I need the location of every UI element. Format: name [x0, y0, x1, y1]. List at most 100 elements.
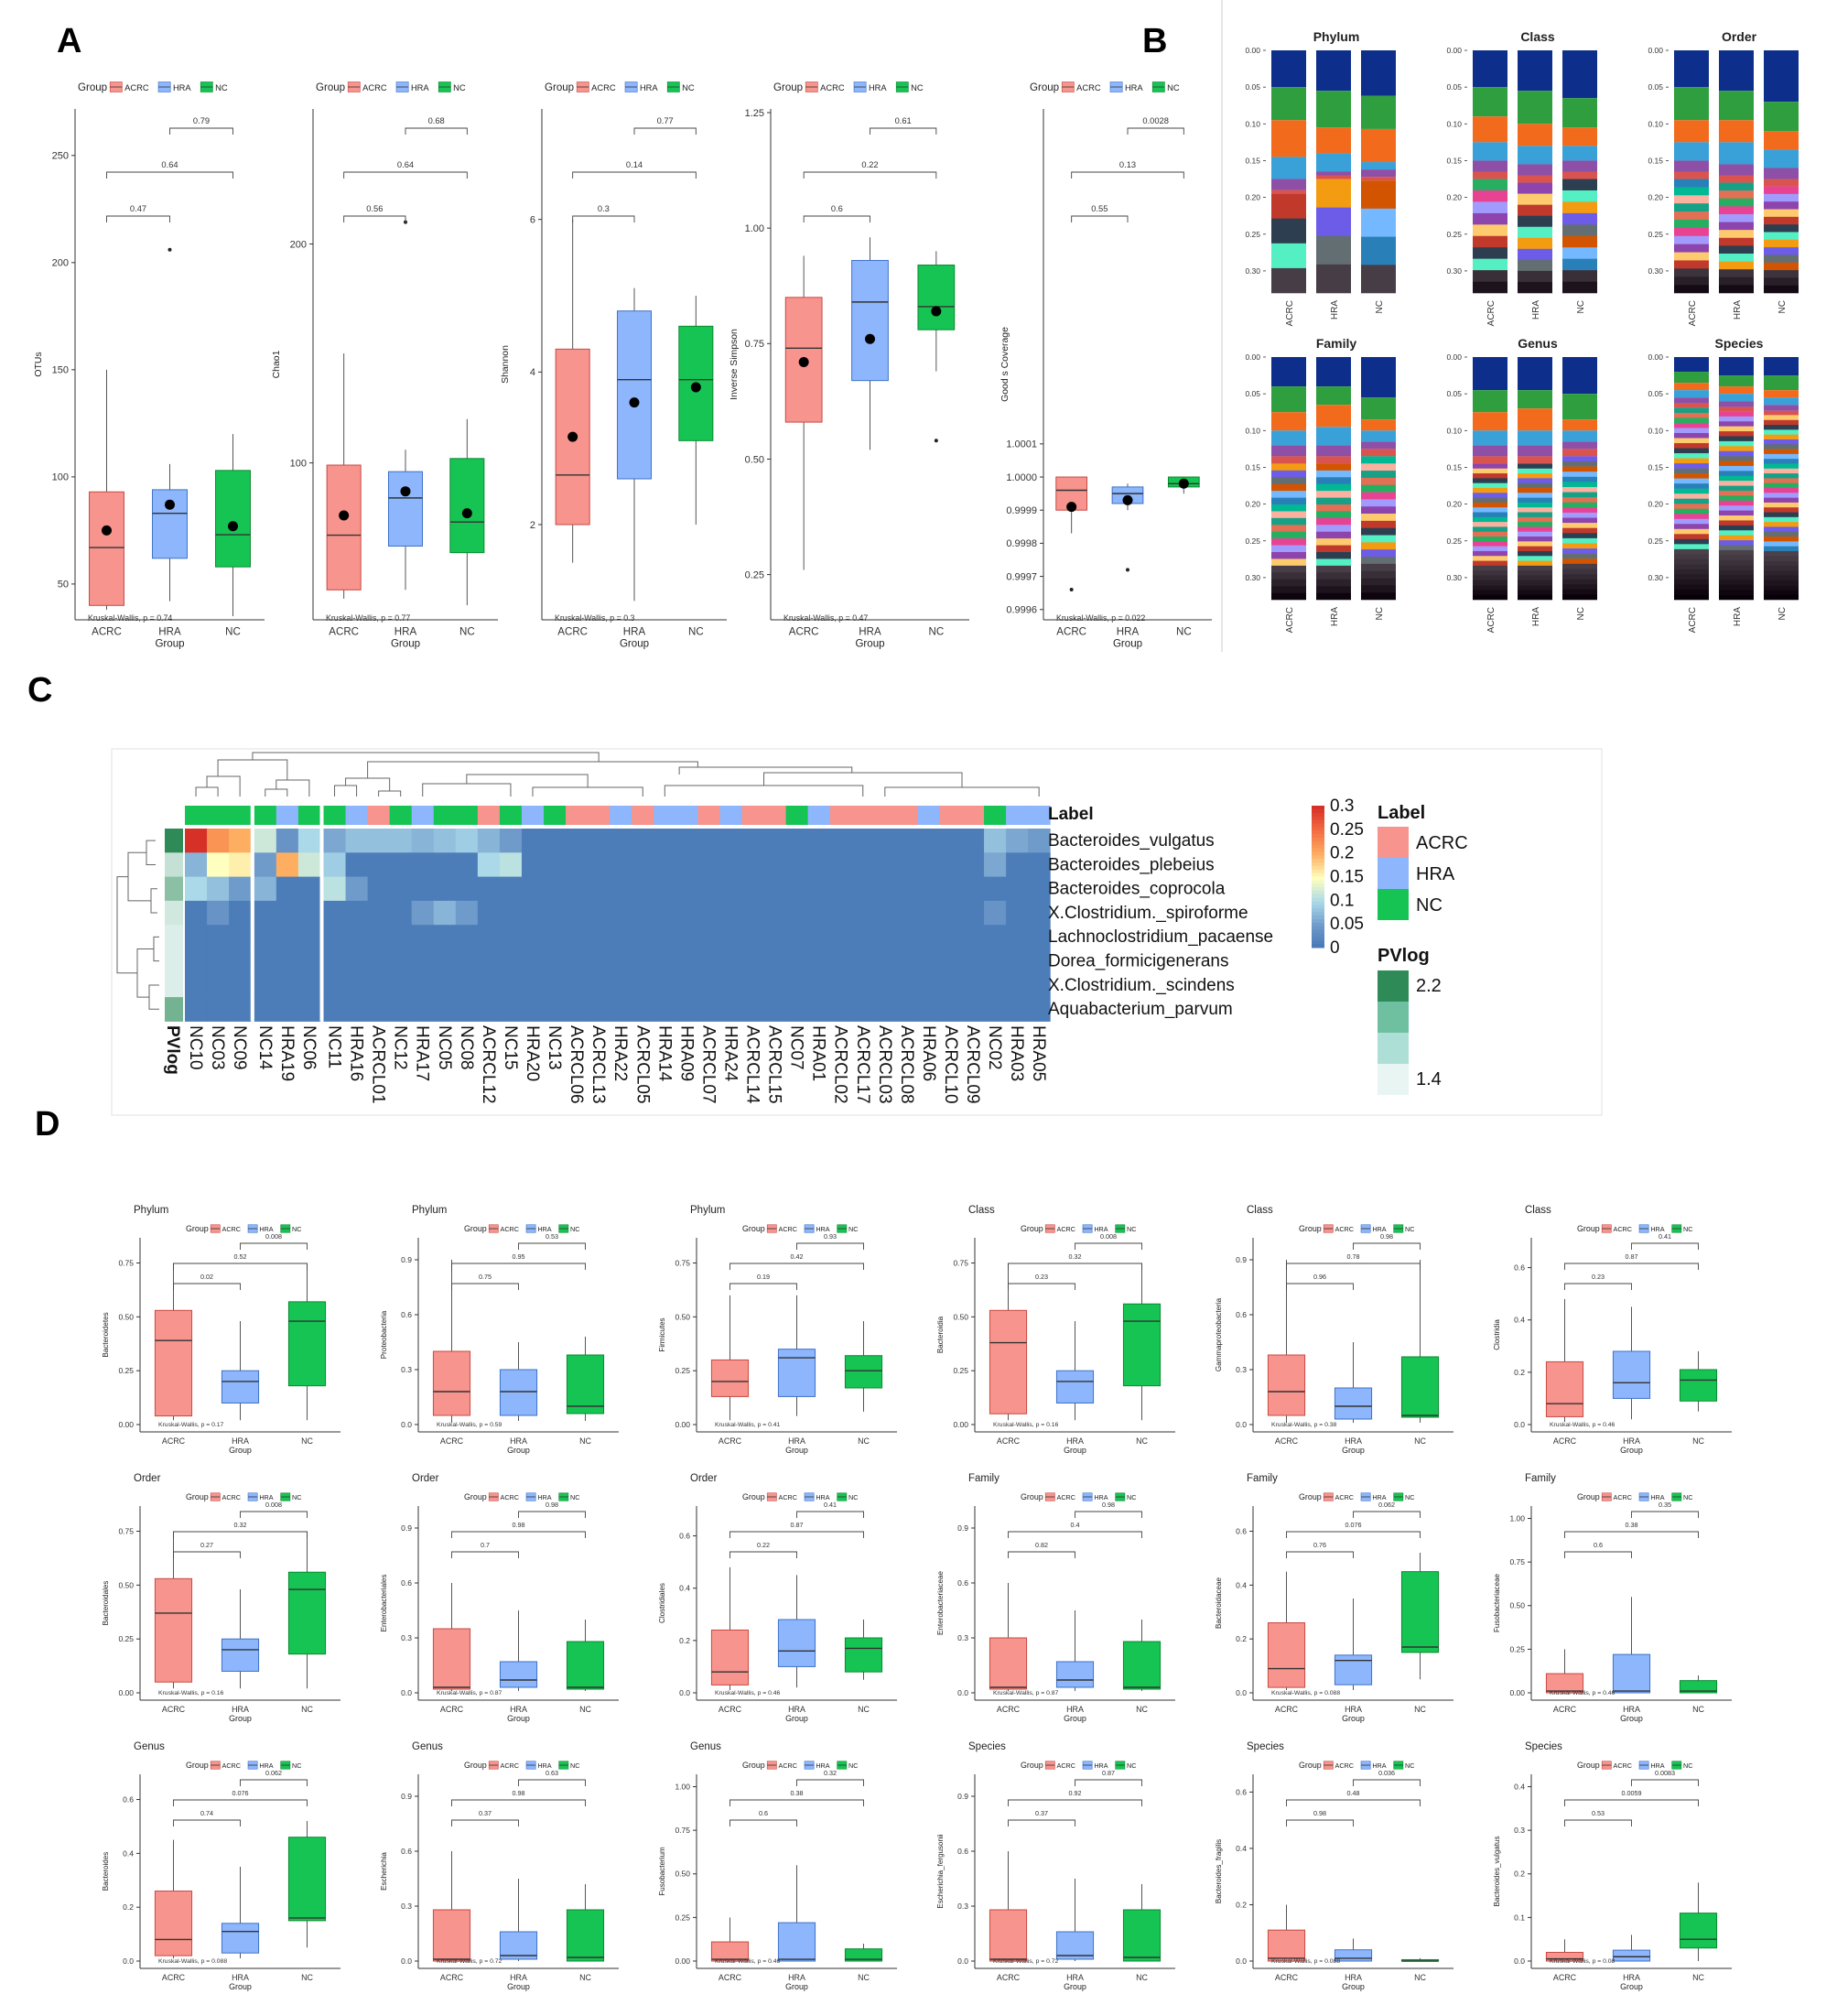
significance-bracket: 0.076	[173, 1789, 308, 1806]
x-tick-label: HRA	[1531, 300, 1541, 320]
x-axis-label: Group	[1064, 1446, 1086, 1455]
colorbar-step	[1312, 876, 1324, 881]
bracket-line	[169, 127, 233, 135]
significance-bracket: 0.64	[343, 160, 468, 179]
y-tick-label: 0.30	[1446, 266, 1462, 276]
y-tick-label: 0.30	[1245, 573, 1260, 582]
box-body	[844, 1637, 883, 1673]
y-tick-label: 0.3	[1236, 1365, 1247, 1374]
bar-segment	[1719, 142, 1754, 165]
bar-segment	[1518, 556, 1552, 561]
significance-bracket: 0.98	[1286, 1809, 1354, 1826]
bracket-line	[1631, 1511, 1699, 1518]
bar-segment	[1518, 445, 1552, 457]
x-tick-label: NC	[1136, 1705, 1148, 1714]
colorbar-step	[1312, 901, 1324, 905]
heatmap-cell	[984, 925, 1007, 949]
bar-segment	[1361, 180, 1396, 210]
kruskal-wallis-label: Kruskal-Wallis, p = 0.08	[1550, 1958, 1615, 1965]
heatmap-cell	[207, 997, 230, 1022]
significance-bracket: 0.93	[796, 1232, 864, 1250]
heatmap-cell	[229, 997, 252, 1022]
heatmap-column-label: HRA24	[720, 1025, 740, 1082]
heatmap-cell	[207, 900, 230, 926]
significance-bracket: 0.68	[405, 116, 468, 135]
bar-segment	[1719, 285, 1754, 294]
heatmap-cell	[961, 948, 985, 974]
legend-label-nc: NC	[292, 1225, 301, 1233]
y-tick-label: 0.2	[1236, 1900, 1247, 1909]
bar-segment	[1764, 262, 1799, 271]
bar-segment	[1674, 276, 1709, 286]
heatmap-column-label: ACRCL07	[698, 1025, 718, 1104]
heatmap-cell	[411, 997, 435, 1022]
bar-segment	[1719, 416, 1754, 422]
heatmap-cell	[297, 948, 321, 974]
legend-title: Group	[1299, 1761, 1322, 1770]
y-tick-label: 0.75	[745, 339, 764, 350]
heatmap-cell	[763, 948, 787, 974]
bar-segment	[1674, 538, 1709, 545]
box-nc	[678, 296, 714, 525]
significance-bracket: 0.32	[1008, 1252, 1142, 1270]
bar-segment	[1473, 247, 1507, 259]
kruskal-wallis-label: Kruskal-Wallis, p = 0.46	[1550, 1690, 1615, 1696]
kruskal-wallis-label: Kruskal-Wallis, p = 0.16	[158, 1690, 224, 1696]
bar-segment	[1674, 443, 1709, 449]
legend-label-nc: NC	[682, 83, 695, 92]
box-body	[616, 310, 653, 480]
box-acrc	[710, 1295, 750, 1421]
bar-segment	[1271, 430, 1306, 446]
significance-bracket: 0.63	[518, 1769, 586, 1786]
heatmap-cell	[917, 900, 941, 926]
bar-segment	[1674, 171, 1709, 179]
heatmap-cell	[873, 997, 897, 1022]
heatmap-cell	[499, 829, 523, 853]
box-hra	[777, 1295, 816, 1416]
bar-segment	[1271, 531, 1306, 539]
heatmap-cell	[610, 972, 632, 998]
bar-segment	[1674, 160, 1709, 172]
heatmap-cell	[675, 876, 698, 902]
y-tick-label: 0.05	[1648, 82, 1663, 92]
bracket-line	[729, 1283, 797, 1290]
bar-segment	[1674, 268, 1709, 277]
dendrogram-branch	[763, 772, 963, 787]
x-tick-label: NC	[858, 1973, 870, 1982]
bracket-line	[729, 1551, 797, 1558]
bracket-line	[1071, 215, 1129, 222]
colorbar-step	[1312, 929, 1324, 934]
heatmap-cell	[961, 900, 985, 926]
box-acrc	[555, 219, 590, 563]
panel-label-b: B	[1142, 22, 1167, 60]
heatmap-cell	[984, 997, 1007, 1022]
bar-segment	[1361, 419, 1396, 431]
x-axis-label: Group	[507, 1982, 530, 1991]
colorbar-legend: 0.30.250.20.150.10.050	[1312, 797, 1364, 958]
bracket-p-value: 0.68	[428, 116, 445, 125]
stacked-bar-nc	[1361, 50, 1396, 294]
legend-title: Group	[1299, 1224, 1322, 1233]
legend-label-hra: HRA	[1094, 1493, 1108, 1501]
group-legend: Group ACRC HRA NC	[316, 81, 466, 93]
legend-title: Group	[742, 1224, 765, 1233]
x-tick-label: ACRC	[1285, 300, 1295, 326]
group-legend: Group ACRC HRA NC	[1030, 81, 1180, 93]
heatmap-cell	[588, 876, 611, 902]
bracket-line	[870, 127, 937, 135]
bar-segment	[1674, 579, 1709, 585]
x-tick-label: NC	[1576, 300, 1586, 313]
bar-segment	[1316, 427, 1351, 446]
stacked-bar-nc	[1361, 357, 1396, 601]
y-tick-label: 0.00	[1648, 46, 1663, 55]
heatmap-cell	[1006, 972, 1029, 998]
bar-segment	[1562, 507, 1597, 514]
significance-bracket: 0.98	[451, 1789, 586, 1806]
heatmap-column-label: HRA05	[1029, 1025, 1048, 1081]
bracket-p-value: 0.48	[1346, 1789, 1359, 1797]
heatmap-cell	[254, 900, 277, 926]
box-body	[221, 1370, 260, 1404]
heatmap-cell	[610, 829, 632, 853]
